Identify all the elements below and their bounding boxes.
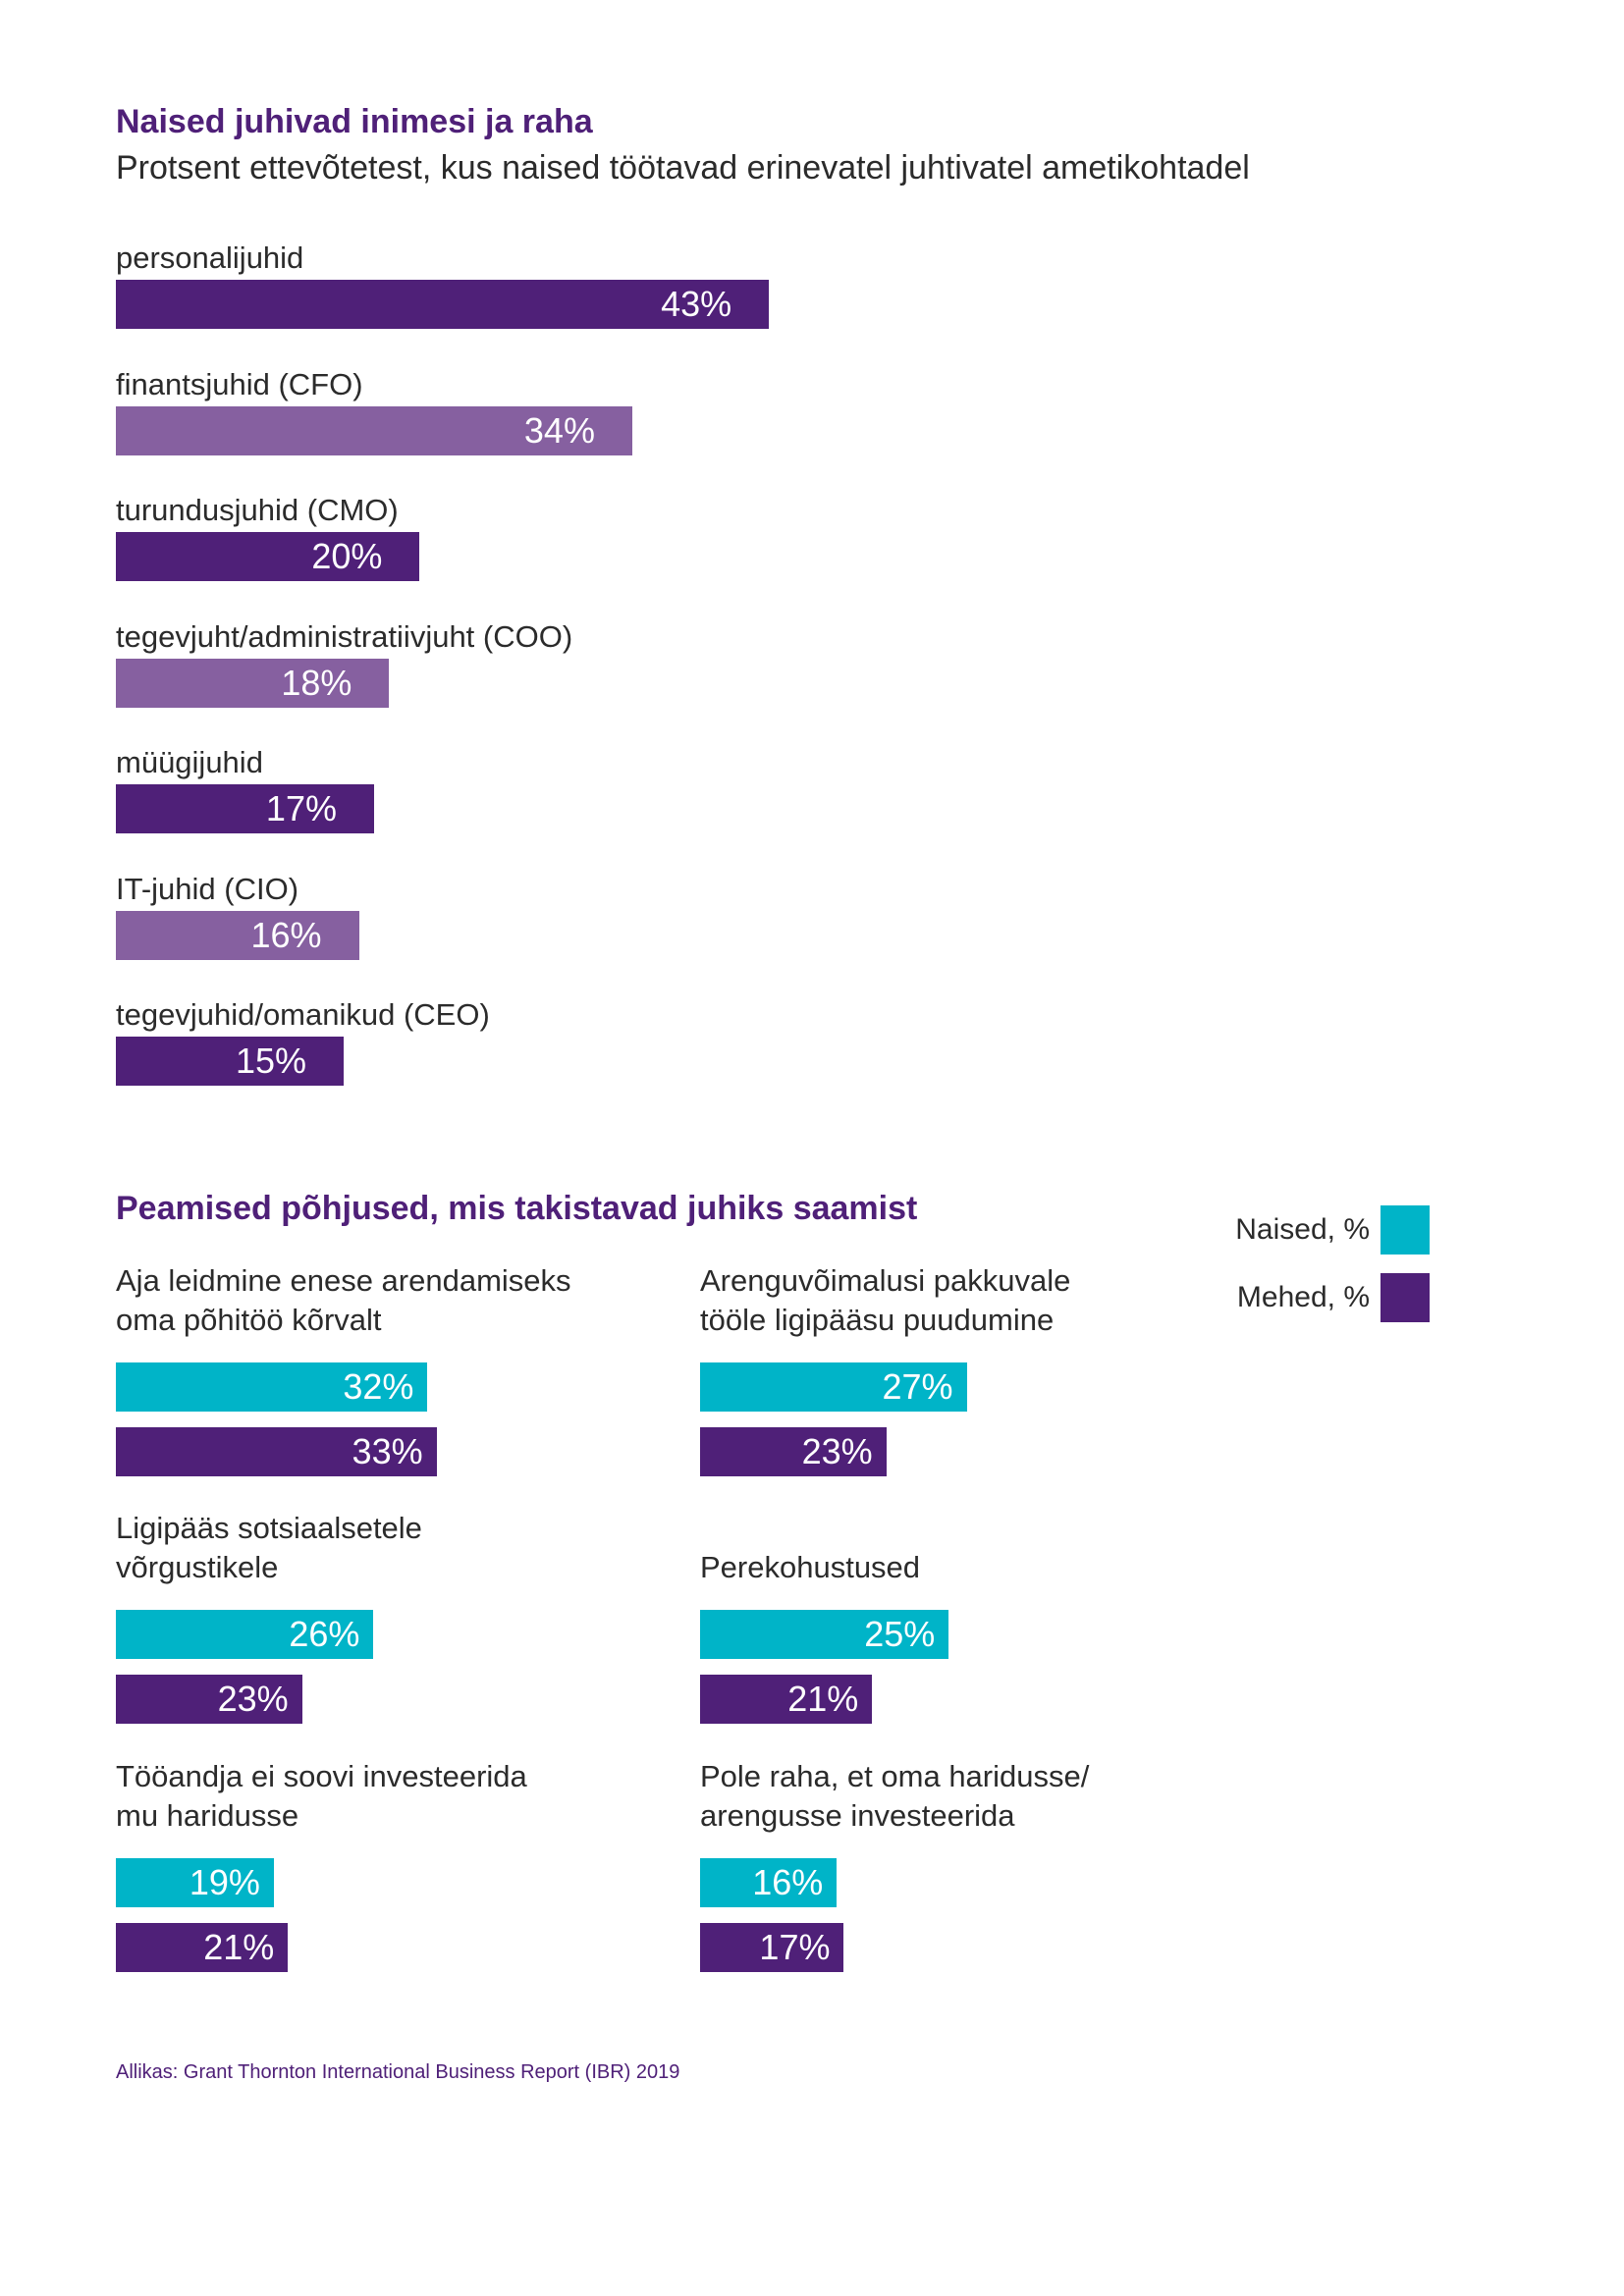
chart2-group-label: Perekohustused <box>700 1550 921 1584</box>
legend-mehed-label: Mehed, % <box>1236 1281 1370 1313</box>
chart2-bar-mehed: 21% <box>700 1675 873 1724</box>
chart2-group-label: Tööandja ei soovi investeerida <box>116 1759 527 1793</box>
chart2-title: Peamised põhjused, mis takistavad juhiks… <box>116 1190 918 1227</box>
chart1-value-label: 16% <box>250 914 322 955</box>
chart2-value-label: 17% <box>759 1927 831 1967</box>
chart1-value-label: 18% <box>281 662 352 703</box>
chart2-bar-naised: 19% <box>116 1858 274 1907</box>
chart1-category-label: personalijuhid <box>116 240 304 275</box>
chart2-value-label: 32% <box>343 1366 414 1407</box>
chart1-bar: 18% <box>116 658 390 708</box>
chart1-value-label: 17% <box>265 788 337 828</box>
chart1-category-label: turundusjuhid (CMO) <box>116 493 399 527</box>
chart2-bar-mehed: 21% <box>116 1923 289 1972</box>
chart2-group-label: mu haridusse <box>116 1798 299 1833</box>
chart1-category-label: finantsjuhid (CFO) <box>116 366 363 401</box>
chart2-group-label: Ligipääs sotsiaalsetele <box>116 1511 422 1545</box>
chart2-value-label: 25% <box>864 1614 936 1654</box>
chart1-bar: 15% <box>116 1037 345 1086</box>
chart2-bar-naised: 26% <box>116 1610 374 1659</box>
legend-naised-swatch <box>1380 1205 1430 1255</box>
chart1-value-label: 15% <box>235 1041 307 1081</box>
chart2-group-label: Aja leidmine enese arendamiseks <box>116 1263 571 1298</box>
chart1-value-label: 43% <box>661 284 732 324</box>
chart2-value-label: 33% <box>352 1431 423 1471</box>
chart2-group-label: tööle ligipääsu puudumine <box>700 1303 1055 1337</box>
chart2-bar-mehed: 23% <box>700 1427 887 1476</box>
chart1-bar: 43% <box>116 280 770 329</box>
chart2-bar-mehed: 17% <box>700 1923 844 1972</box>
legend-naised-label: Naised, % <box>1235 1213 1370 1246</box>
chart2-value-label: 21% <box>787 1679 859 1719</box>
chart2-bar-naised: 27% <box>700 1362 967 1412</box>
chart1-title: Naised juhivad inimesi ja raha <box>116 103 593 140</box>
chart1-value-label: 34% <box>523 409 595 451</box>
chart2-group-label: Arenguvõimalusi pakkuvale <box>700 1263 1071 1298</box>
chart1-bar: 20% <box>116 532 420 581</box>
chart2-value-label: 19% <box>189 1862 260 1902</box>
chart2-value-label: 23% <box>217 1679 289 1719</box>
chart2-group-label: arengusse investeerida <box>700 1798 1015 1833</box>
chart1-bar: 17% <box>116 784 374 833</box>
chart1-category-label: IT-juhid (CIO) <box>116 871 299 906</box>
legend-mehed-swatch <box>1380 1273 1430 1322</box>
chart1-category-label: tegevjuht/administratiivjuht (COO) <box>116 618 573 654</box>
chart2-group-label: oma põhitöö kõrvalt <box>116 1303 382 1337</box>
chart2-bar-naised: 32% <box>116 1362 428 1412</box>
chart1-category-label: müügijuhid <box>116 745 263 779</box>
chart1-category-label: tegevjuhid/omanikud (CEO) <box>116 997 490 1032</box>
chart2-value-label: 23% <box>801 1431 873 1471</box>
chart2-value-label: 16% <box>752 1862 824 1902</box>
chart2-bar-naised: 16% <box>700 1858 838 1907</box>
chart2-value-label: 26% <box>289 1614 360 1654</box>
chart2-value-label: 21% <box>203 1927 275 1967</box>
chart1-value-label: 20% <box>311 536 383 576</box>
chart2-group-label: võrgustikele <box>116 1550 279 1584</box>
chart2-bar-naised: 25% <box>700 1610 949 1659</box>
chart1-bar: 16% <box>116 910 359 960</box>
chart2-bar-mehed: 33% <box>116 1427 437 1476</box>
chart2-group-label: Pole raha, et oma haridusse/ <box>700 1759 1090 1793</box>
chart2-bar-mehed: 23% <box>116 1675 302 1724</box>
chart1-subtitle: Protsent ettevõtetest, kus naised töötav… <box>116 149 1250 187</box>
source-note: Allikas: Grant Thornton International Bu… <box>116 2061 680 2083</box>
chart2-value-label: 27% <box>882 1366 953 1407</box>
chart1-bar: 34% <box>116 405 632 455</box>
